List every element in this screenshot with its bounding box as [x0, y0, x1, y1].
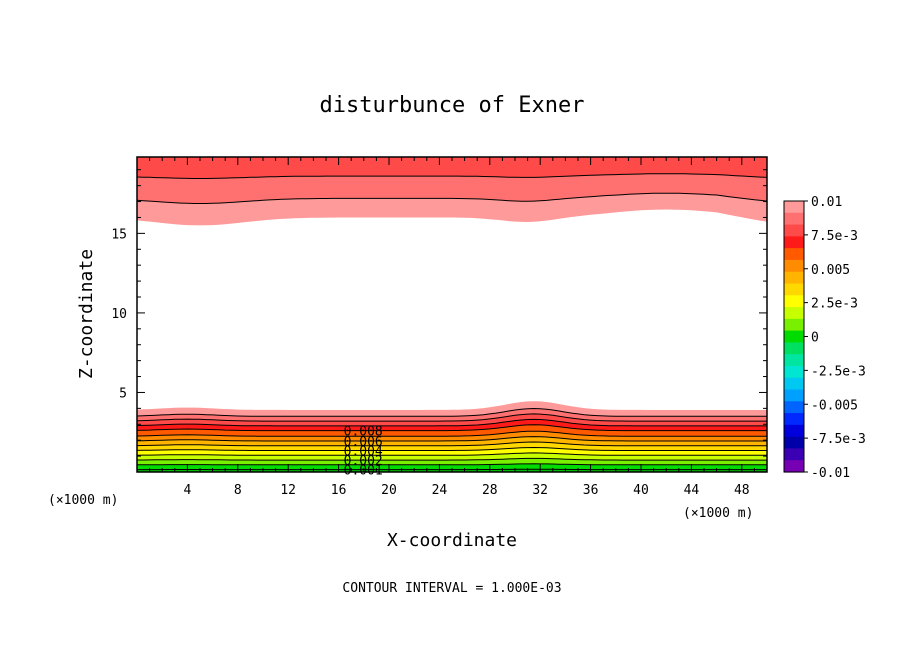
- colorbar-label: -7.5e-3: [811, 432, 866, 447]
- colorbar-swatch: [784, 201, 804, 214]
- x-tick-label: 44: [684, 483, 700, 498]
- contour-label: 0.001: [344, 464, 383, 479]
- contour-line-lower-5: [136, 430, 767, 437]
- x-tick-label: 24: [432, 483, 448, 498]
- x-tick-label: 48: [734, 483, 750, 498]
- colorbar-swatch: [784, 307, 804, 320]
- colorbar-swatch: [784, 354, 804, 367]
- x-tick-label: 40: [633, 483, 649, 498]
- y-tick-label: 10: [111, 307, 127, 322]
- x-tick-label: 4: [183, 483, 191, 498]
- colorbar-label: 0: [811, 331, 819, 346]
- colorbar-swatch: [784, 436, 804, 450]
- colorbar-swatch: [784, 413, 804, 426]
- colorbar-labels: 0.01 7.5e-3 0.005 2.5e-3 0 -2.5e-3 -0.005 -7.5e…: [804, 195, 866, 481]
- colorbar-label: -0.01: [811, 466, 850, 481]
- contour-interval-note: CONTOUR INTERVAL = 1.000E-03: [342, 581, 561, 596]
- contour-line-lower-9: [136, 452, 767, 456]
- colorbar-swatch: [784, 295, 804, 308]
- contour-line-lower-1: [136, 407, 767, 417]
- colorbar-label: 7.5e-3: [811, 229, 858, 244]
- y-tick-label: 5: [119, 386, 127, 401]
- contour-band-upper-2: [137, 157, 767, 179]
- colorbar-swatch: [784, 389, 804, 402]
- contour-line-lower-2: [136, 413, 767, 422]
- x-tick-label: 32: [532, 483, 548, 498]
- x-tick-label: 20: [381, 483, 397, 498]
- contour-label: 0.004: [344, 445, 383, 460]
- contour-lines: [136, 173, 768, 471]
- contour-label: 0.008: [344, 425, 383, 440]
- x-tick-labels: 4 8 12 16 20 24 28 32 36 40 44 48: [183, 483, 749, 498]
- colorbar-label: -0.005: [811, 398, 858, 413]
- colorbar-swatch: [784, 330, 804, 343]
- colorbar: [783, 200, 805, 473]
- colorbar-swatch: [784, 283, 804, 296]
- x-unit-label: (×1000 m): [683, 506, 753, 521]
- colorbar-swatch: [784, 236, 804, 249]
- contour-label: 0.006: [344, 435, 383, 450]
- chart-title: disturbunce of Exner: [320, 93, 585, 118]
- colorbar-swatch: [784, 365, 804, 379]
- x-tick-label: 12: [280, 483, 296, 498]
- contour-line-lower-8: [136, 446, 767, 451]
- y-tick-labels: 5 10 15: [111, 227, 127, 401]
- colorbar-swatch: [784, 448, 804, 461]
- axis-ticks: [137, 157, 767, 472]
- x-tick-label: 8: [234, 483, 242, 498]
- contour-line-lower-7: [136, 441, 768, 447]
- y-axis-label: Z-coordinate: [76, 249, 97, 379]
- colorbar-swatch: [784, 460, 804, 473]
- colorbar-label: 0.01: [811, 195, 842, 210]
- contour-line-upper-1: [136, 192, 768, 204]
- x-tick-label: 28: [482, 483, 498, 498]
- colorbar-swatch: [784, 342, 804, 355]
- contour-label: 0.002: [344, 454, 383, 469]
- colorbar-swatch: [784, 424, 804, 438]
- contour-line-lower-11: [137, 463, 767, 466]
- colorbar-label: -2.5e-3: [811, 364, 866, 379]
- colorbar-swatch: [784, 401, 804, 414]
- colorbar-swatch: [784, 224, 804, 237]
- colorbar-swatch: [784, 212, 804, 226]
- contour-line-lower-6: [136, 436, 767, 442]
- x-tick-label: 16: [331, 483, 347, 498]
- y-unit-label: (×1000 m): [48, 493, 118, 508]
- contour-line-upper-2: [136, 173, 768, 179]
- contour-line-lower-10: [137, 457, 767, 461]
- colorbar-swatch: [784, 259, 804, 273]
- colorbar-label: 0.005: [811, 263, 850, 278]
- contour-line-lower-3: [136, 418, 767, 427]
- contour-fills: [137, 157, 767, 472]
- x-tick-label: 36: [583, 483, 599, 498]
- colorbar-swatch: [784, 377, 804, 391]
- colorbar-swatch: [784, 318, 804, 332]
- x-axis-label: X-coordinate: [387, 530, 517, 551]
- colorbar-swatch: [784, 271, 804, 285]
- colorbar-swatch: [784, 248, 804, 261]
- colorbar-label: 2.5e-3: [811, 297, 858, 312]
- y-tick-label: 15: [111, 227, 127, 242]
- contour-line-lower-4: [136, 424, 767, 432]
